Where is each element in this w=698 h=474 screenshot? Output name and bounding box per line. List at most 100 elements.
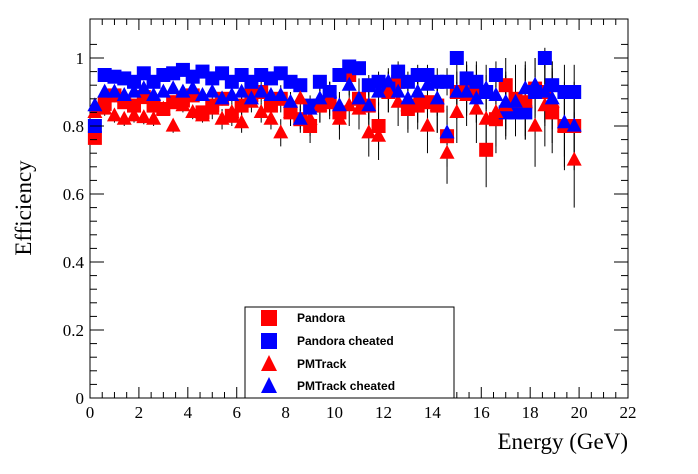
- x-tick-label: 6: [232, 403, 241, 422]
- x-tick-label: 2: [135, 403, 144, 422]
- pandora-cheated-point: [449, 51, 464, 65]
- pmtrack-point: [165, 117, 181, 132]
- legend-label-pmtrack: PMTrack: [297, 357, 347, 371]
- pmtrack-cheated-point: [508, 93, 524, 108]
- pmtrack-cheated-point: [498, 93, 514, 108]
- pandora-cheated-point: [518, 105, 533, 120]
- pmtrack-point: [478, 110, 494, 125]
- pmtrack-cheated-point: [106, 83, 122, 98]
- pmtrack-point: [488, 104, 504, 118]
- x-tick-label: 18: [522, 403, 539, 422]
- pmtrack-cheated-point: [468, 90, 484, 105]
- pmtrack-point: [234, 114, 250, 129]
- pandora-point: [371, 119, 386, 133]
- pmtrack-cheated-point: [263, 87, 279, 101]
- pmtrack-cheated-point: [400, 90, 416, 105]
- pmtrack-cheated-point: [419, 76, 435, 91]
- pmtrack-point: [155, 100, 171, 115]
- pmtrack-point: [106, 107, 122, 122]
- pmtrack-cheated-point: [341, 76, 357, 91]
- pmtrack-point: [302, 110, 318, 125]
- pmtrack-cheated-point: [253, 83, 269, 98]
- data-markers: [87, 51, 582, 166]
- legend-box: [244, 306, 455, 399]
- pandora-point: [87, 130, 102, 145]
- x-tick-label: 0: [86, 403, 95, 422]
- x-tick-label: 16: [473, 403, 490, 422]
- pmtrack-cheated-point: [478, 80, 494, 95]
- x-axis-title: Energy (GeV): [498, 429, 629, 454]
- pmtrack-cheated-point: [97, 83, 113, 98]
- pmtrack-point: [253, 104, 269, 118]
- pandora-cheated-point: [440, 74, 455, 89]
- pmtrack-point: [341, 97, 357, 112]
- legend: Pandora Pandora cheated PMTrack PMTrack che…: [244, 306, 455, 399]
- legend-label-pandora-cheated: Pandora cheated: [297, 334, 394, 348]
- pmtrack-point: [263, 110, 279, 125]
- y-tick-label: 0.8: [63, 117, 84, 136]
- legend-marker-pandora-cheated: [261, 333, 277, 349]
- pmtrack-cheated-point: [283, 93, 299, 108]
- pmtrack-cheated-point: [351, 90, 367, 105]
- pmtrack-cheated-point: [429, 90, 445, 105]
- y-tick-label: 0.2: [63, 321, 84, 340]
- y-tick-label: 0.4: [63, 253, 85, 272]
- pmtrack-point: [361, 124, 377, 139]
- pmtrack-point: [283, 104, 299, 118]
- pmtrack-cheated-point: [449, 83, 465, 98]
- pmtrack-cheated-point: [371, 83, 387, 98]
- pmtrack-point: [371, 127, 387, 142]
- pmtrack-point: [468, 100, 484, 115]
- x-tick-label: 10: [326, 403, 343, 422]
- pmtrack-cheated-point: [544, 90, 560, 105]
- pmtrack-cheated-point: [361, 97, 377, 112]
- pmtrack-point: [419, 117, 435, 132]
- pmtrack-point: [517, 93, 533, 108]
- pmtrack-point: [331, 110, 347, 125]
- pmtrack-cheated-point: [87, 97, 103, 112]
- x-tick-label: 20: [571, 403, 588, 422]
- x-tick-label: 12: [375, 403, 392, 422]
- pmtrack-point: [224, 104, 240, 118]
- pmtrack-cheated-point: [204, 83, 220, 98]
- pmtrack-cheated-point: [410, 83, 426, 98]
- x-tick-label: 14: [424, 403, 442, 422]
- pmtrack-point: [185, 104, 201, 118]
- pmtrack-point: [126, 107, 142, 122]
- pmtrack-cheated-point: [312, 90, 328, 105]
- y-tick-label: 0.6: [63, 185, 84, 204]
- pmtrack-cheated-point: [527, 76, 543, 91]
- pmtrack-cheated-point: [556, 114, 572, 129]
- pandora-cheated-point: [488, 68, 503, 82]
- x-tick-label: 8: [281, 403, 290, 422]
- pmtrack-cheated-point: [185, 80, 201, 95]
- legend-marker-pmtrack: [261, 355, 277, 371]
- pmtrack-point: [449, 104, 465, 118]
- x-tick-label: 4: [184, 403, 193, 422]
- legend-marker-pandora: [261, 310, 277, 326]
- pandora-cheated-point: [293, 78, 308, 93]
- y-tick-label: 0: [76, 389, 85, 408]
- pmtrack-point: [146, 110, 162, 125]
- pmtrack-cheated-point: [488, 87, 504, 101]
- pmtrack-point: [175, 97, 191, 112]
- pmtrack-point: [273, 124, 289, 139]
- y-tick-label: 1: [76, 49, 85, 68]
- pandora-cheated-point: [352, 61, 366, 76]
- pmtrack-point: [380, 83, 396, 98]
- pmtrack-point: [214, 110, 230, 125]
- pmtrack-cheated-point: [380, 73, 396, 88]
- pmtrack-cheated-point: [537, 83, 553, 98]
- pmtrack-point: [292, 90, 308, 105]
- pmtrack-cheated-point: [136, 80, 152, 95]
- pmtrack-point: [439, 144, 455, 159]
- pmtrack-point: [136, 109, 152, 124]
- pmtrack-point: [204, 100, 220, 115]
- pmtrack-point: [194, 107, 210, 122]
- x-tick-label: 22: [620, 403, 637, 422]
- pandora-cheated-point: [537, 51, 552, 65]
- pmtrack-cheated-point: [273, 87, 289, 101]
- pmtrack-point: [566, 151, 582, 166]
- pmtrack-point: [527, 117, 543, 132]
